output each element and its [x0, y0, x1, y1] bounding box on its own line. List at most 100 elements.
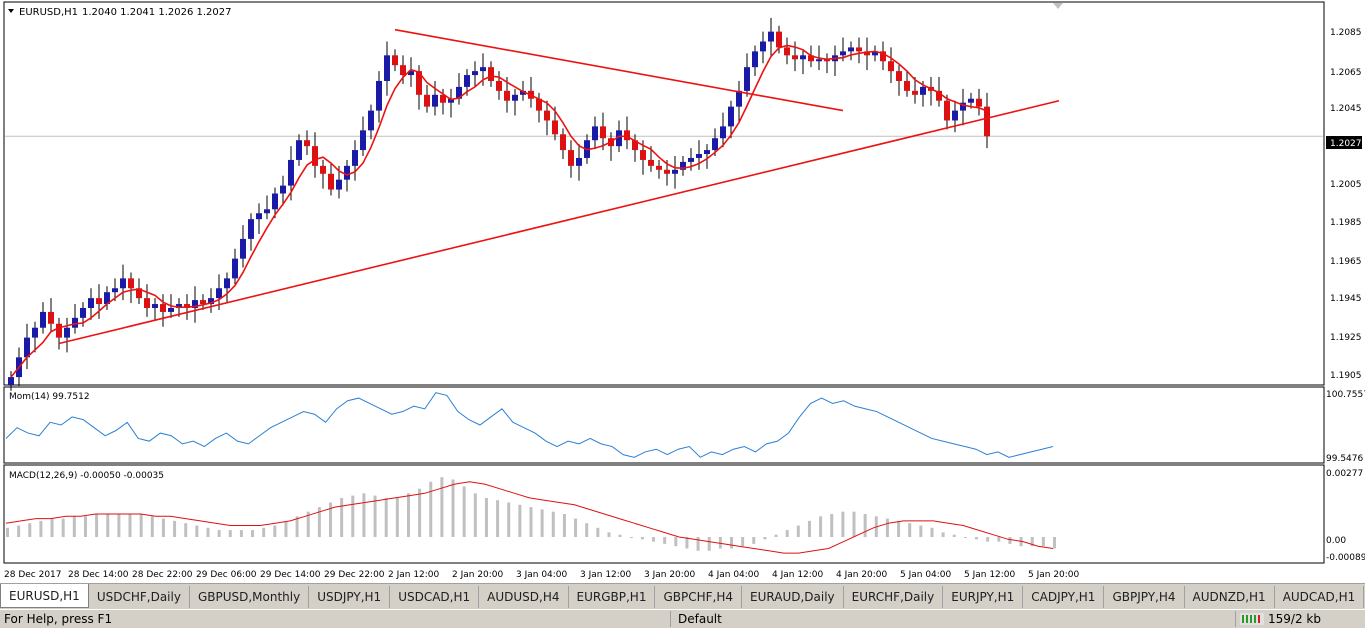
candle-body [656, 165, 662, 170]
candle-body [304, 140, 310, 147]
candle-body [80, 307, 86, 318]
tab-eurjpy-h1[interactable]: EURJPY,H1 [943, 586, 1024, 608]
tab-gbpusd-monthly[interactable]: GBPUSD,Monthly [190, 586, 310, 608]
candle-body [200, 300, 206, 305]
macd-histogram-bar [184, 523, 188, 537]
candle-body [800, 55, 806, 60]
descending-trendline [394, 28, 844, 112]
tab-gbpchf-h4[interactable]: GBPCHF,H4 [655, 586, 743, 608]
candle-body [712, 138, 718, 151]
macd-histogram-bar [128, 514, 132, 537]
price-tick: 1.2045 [1330, 104, 1362, 114]
ascending-trendline [58, 99, 1060, 345]
candle-body [856, 47, 862, 52]
tab-eurchf-daily[interactable]: EURCHF,Daily [844, 586, 944, 608]
macd-histogram-bar [139, 514, 143, 537]
candle-body [728, 106, 734, 127]
chart-canvas[interactable]: EURUSD,H1 1.2040 1.2041 1.2026 1.2027 Mo… [0, 0, 1365, 583]
tab-gbpjpy-h4[interactable]: GBPJPY,H4 [1104, 586, 1185, 608]
candle-body [912, 90, 918, 95]
candle-body [536, 98, 542, 111]
macd-histogram-bar [941, 532, 945, 537]
macd-histogram-bar [841, 511, 845, 537]
macd-histogram-bar [640, 537, 644, 540]
macd-histogram-bar [295, 516, 299, 537]
candle-body [496, 80, 502, 91]
tab-cadjpy-h1[interactable]: CADJPY,H1 [1023, 586, 1105, 608]
time-tick: 2 Jan 12:00 [388, 570, 440, 580]
connection-bars-icon[interactable] [1240, 613, 1264, 625]
time-tick: 28 Dec 14:00 [68, 570, 129, 580]
macd-histogram-bar [496, 500, 500, 537]
macd-histogram-bar [752, 537, 756, 544]
ohlc-values: 1.2040 1.2041 1.2026 1.2027 [82, 7, 232, 18]
time-tick: 3 Jan 04:00 [516, 570, 568, 580]
macd-histogram-bar [585, 523, 589, 537]
candle-body [352, 150, 358, 166]
tab-audcad-h1[interactable]: AUDCAD,H1 [1275, 586, 1365, 608]
candle-body [440, 94, 446, 103]
candle-body [552, 120, 558, 135]
profile-name: Default [678, 612, 722, 626]
macd-histogram-bar [440, 477, 444, 537]
time-tick: 28 Dec 22:00 [132, 570, 193, 580]
macd-histogram-bar [507, 502, 511, 537]
triangle-down-icon[interactable] [8, 9, 14, 13]
macd-histogram-bar [28, 523, 32, 537]
tab-audusd-h4[interactable]: AUDUSD,H4 [479, 586, 569, 608]
candle-body [472, 71, 478, 76]
candle-body [480, 67, 486, 72]
candle-body [320, 165, 326, 174]
status-divider [670, 611, 671, 627]
time-tick: 28 Dec 2017 [4, 570, 62, 580]
candle-body [216, 288, 222, 299]
tab-usdchf-daily[interactable]: USDCHF,Daily [89, 586, 190, 608]
candle-body [784, 47, 790, 56]
candle-body [840, 51, 846, 56]
candle-body [88, 298, 94, 308]
candle-body [256, 213, 262, 220]
candle-body [328, 173, 334, 190]
macd-histogram-bar [83, 516, 87, 537]
macd-histogram-bar [395, 497, 399, 537]
macd-histogram-bar [863, 514, 867, 537]
candle-body [688, 157, 694, 162]
tab-eurusd-h1[interactable]: EURUSD,H1 [0, 584, 89, 608]
shift-marker-icon[interactable] [1053, 3, 1063, 9]
macd-histogram-bar [696, 537, 700, 551]
macd-histogram-bar [997, 537, 1001, 542]
macd-histogram-bar [239, 530, 243, 537]
tab-usdjpy-h1[interactable]: USDJPY,H1 [309, 586, 391, 608]
macd-histogram-bar [897, 520, 901, 537]
candle-body [744, 67, 750, 91]
macd-histogram-bar [50, 518, 54, 537]
macd-histogram-bar [975, 537, 979, 540]
tab-eurgbp-h1[interactable]: EURGBP,H1 [569, 586, 656, 608]
macd-histogram-bar [429, 481, 433, 537]
macd-series [5, 477, 1056, 554]
candle-body [448, 98, 454, 103]
macd-histogram-bar [807, 520, 811, 537]
tab-euraud-daily[interactable]: EURAUD,Daily [742, 586, 844, 608]
candle-body [128, 278, 134, 289]
candle-body [872, 51, 878, 56]
time-tick: 2 Jan 20:00 [452, 570, 504, 580]
candle-body [520, 90, 526, 95]
macd-histogram-bar [830, 514, 834, 537]
macd-histogram-bar [72, 516, 76, 537]
tab-usdcad-h1[interactable]: USDCAD,H1 [390, 586, 480, 608]
macd-histogram-bar [986, 537, 990, 542]
macd-histogram-bar [39, 520, 43, 537]
chart-window[interactable]: EURUSD,H1 1.2040 1.2041 1.2026 1.2027 Mo… [0, 0, 1365, 583]
macd-signal-line [5, 481, 1054, 554]
macd-histogram-bar [930, 527, 934, 537]
macd-histogram-bar [217, 530, 221, 537]
tab-audnzd-h1[interactable]: AUDNZD,H1 [1185, 586, 1275, 608]
macd-histogram-bar [796, 525, 800, 537]
time-tick: 4 Jan 04:00 [708, 570, 760, 580]
macd-histogram-bar [451, 479, 455, 537]
macd-histogram-bar [262, 527, 266, 537]
macd-histogram-bar [329, 502, 333, 537]
candle-body [680, 161, 686, 170]
macd-histogram-bar [206, 527, 210, 537]
